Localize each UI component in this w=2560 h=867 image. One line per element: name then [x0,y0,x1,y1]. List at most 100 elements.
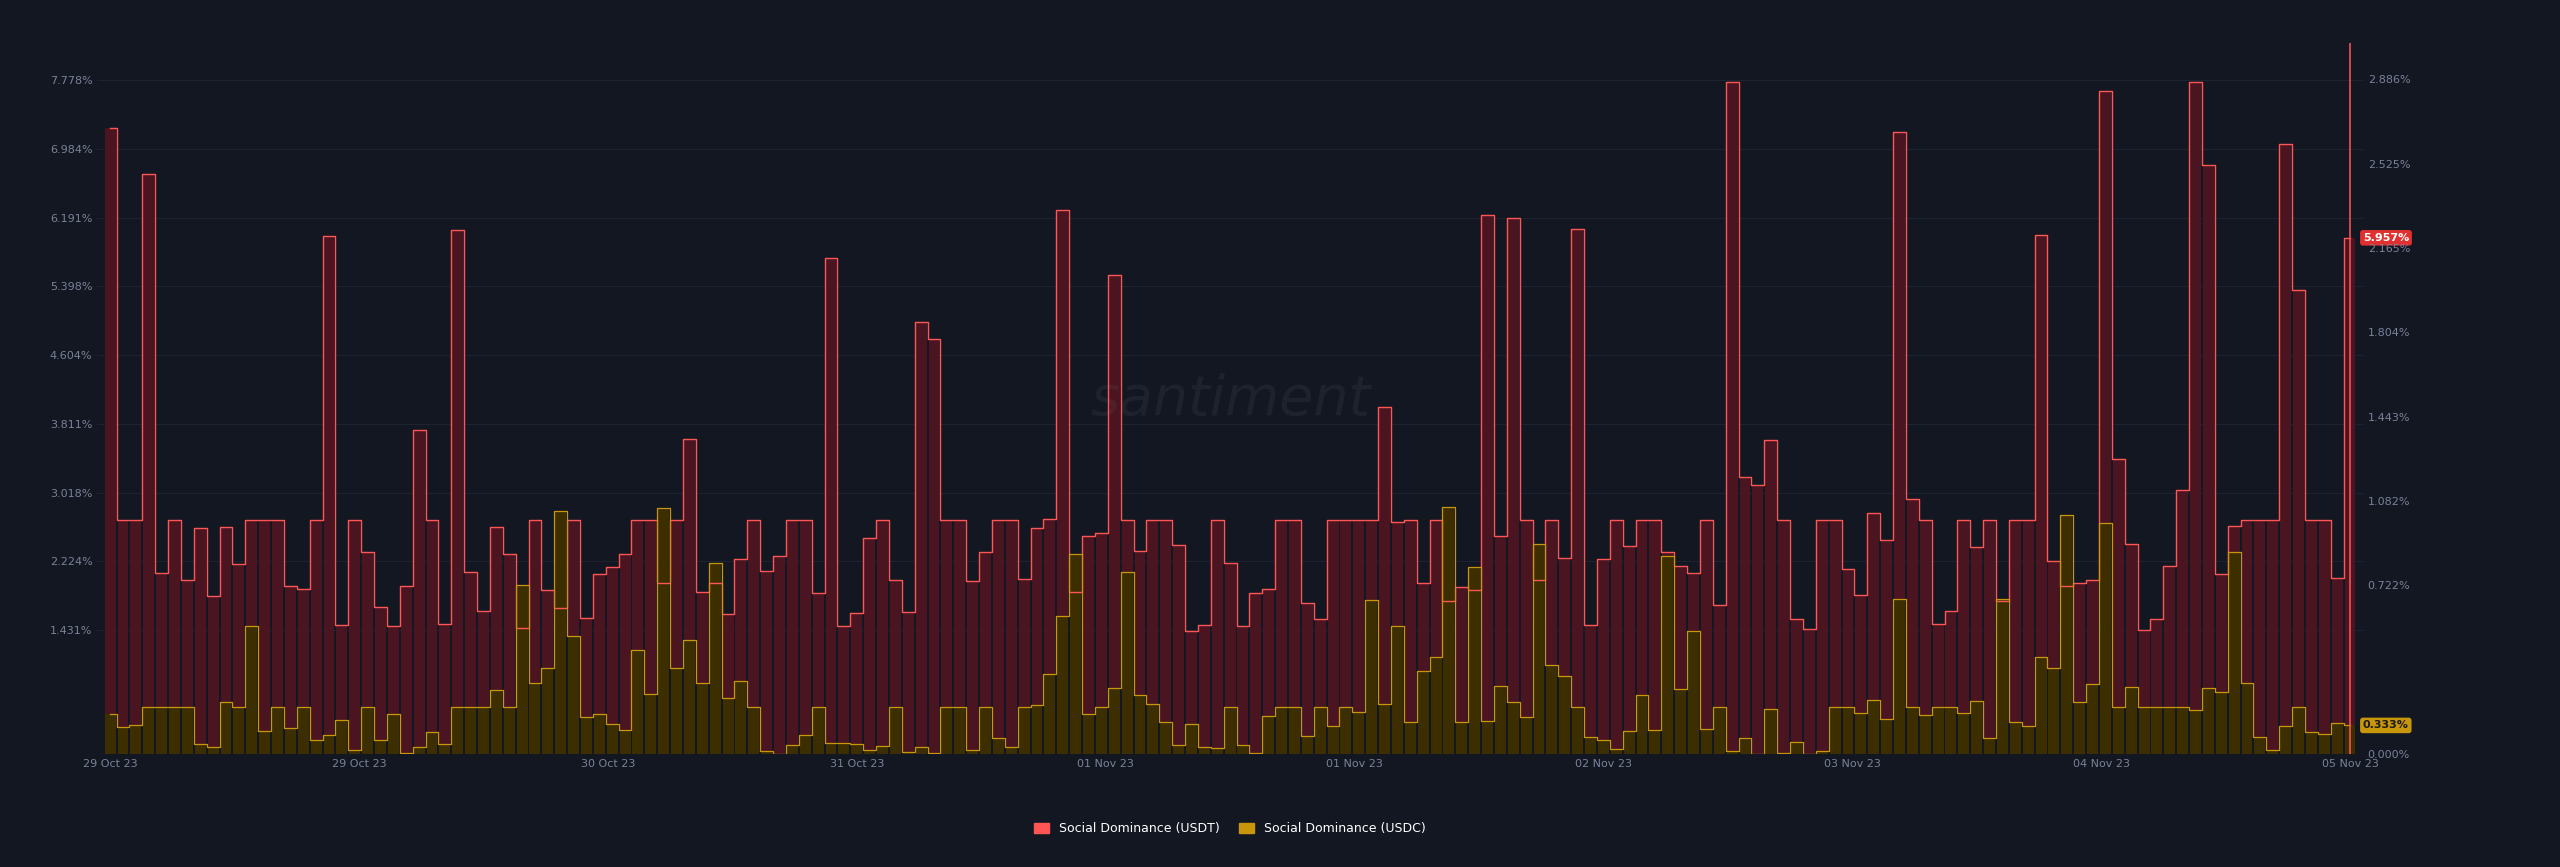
Bar [220,527,230,754]
Bar [2010,520,2020,754]
Bar [323,735,335,754]
Bar [2217,574,2227,754]
Bar [2061,586,2071,754]
Bar [1856,713,1866,754]
Bar [143,173,154,754]
Bar [2086,580,2099,754]
Bar [840,743,850,754]
Bar [1393,522,1403,754]
Bar [2035,657,2045,754]
Bar [492,690,502,754]
Bar [1262,589,1275,754]
Bar [2125,544,2138,754]
Bar [517,584,527,754]
Bar [466,707,476,754]
Bar [1070,592,1080,754]
Bar [156,573,166,754]
Bar [2150,619,2163,754]
Bar [1134,551,1144,754]
Bar [748,707,760,754]
Bar [2307,520,2317,754]
Bar [1869,700,1879,754]
Bar [428,520,438,754]
Bar [374,740,387,754]
Bar [1006,746,1016,754]
Bar [1431,657,1441,754]
Bar [955,707,965,754]
Bar [259,731,271,754]
Bar [1262,716,1275,754]
Bar [1725,751,1738,754]
Bar [2048,668,2058,754]
Bar [1380,704,1390,754]
Bar [1290,707,1300,754]
Bar [1121,572,1132,754]
Bar [645,694,655,754]
Bar [323,236,335,754]
Bar [1147,520,1157,754]
Bar [1236,626,1249,754]
Bar [696,683,707,754]
Bar [1971,701,1981,754]
Bar [942,707,952,754]
Bar [207,596,218,754]
Bar [1044,518,1055,754]
Bar [1533,544,1544,754]
Bar [2255,737,2266,754]
Bar [904,752,914,754]
Bar [840,626,850,754]
Bar [1083,536,1093,754]
Bar [891,580,901,754]
Bar [645,520,655,754]
Bar [1713,707,1725,754]
Bar [671,520,681,754]
Bar [812,707,824,754]
Bar [1469,590,1480,754]
Bar [594,714,604,754]
Bar [748,520,760,754]
Bar [1329,520,1339,754]
Bar [1546,665,1556,754]
Bar [1249,753,1262,754]
Bar [2112,707,2125,754]
Bar [929,339,940,754]
Bar [916,747,927,754]
Bar [1057,210,1068,754]
Bar [620,554,630,754]
Bar [271,520,284,754]
Bar [2281,144,2291,754]
Bar [1482,720,1492,754]
Bar [2176,707,2189,754]
Bar [1290,520,1300,754]
Bar [1303,736,1313,754]
Bar [453,707,463,754]
Bar [1792,619,1802,754]
Bar [259,520,271,754]
Bar [1198,624,1211,754]
Legend: Social Dominance (USDT), Social Dominance (USDC): Social Dominance (USDT), Social Dominanc… [1029,818,1431,840]
Bar [169,520,179,754]
Bar [1843,569,1853,754]
Bar [1805,629,1815,754]
Bar [2345,726,2355,754]
Bar [2332,577,2342,754]
Bar [1521,520,1531,754]
Bar [297,707,310,754]
Bar [310,740,323,754]
Bar [428,733,438,754]
Bar [1674,566,1687,754]
Bar [620,730,630,754]
Bar [2138,707,2150,754]
Bar [1405,520,1416,754]
Bar [1597,559,1608,754]
Bar [760,571,773,754]
Bar [1933,707,1943,754]
Bar [1610,749,1620,754]
Bar [195,528,205,754]
Bar [1211,748,1224,754]
Bar [1636,695,1649,754]
Bar [1160,520,1170,754]
Bar [1882,540,1892,754]
Bar [2099,91,2112,754]
Bar [2086,683,2099,754]
